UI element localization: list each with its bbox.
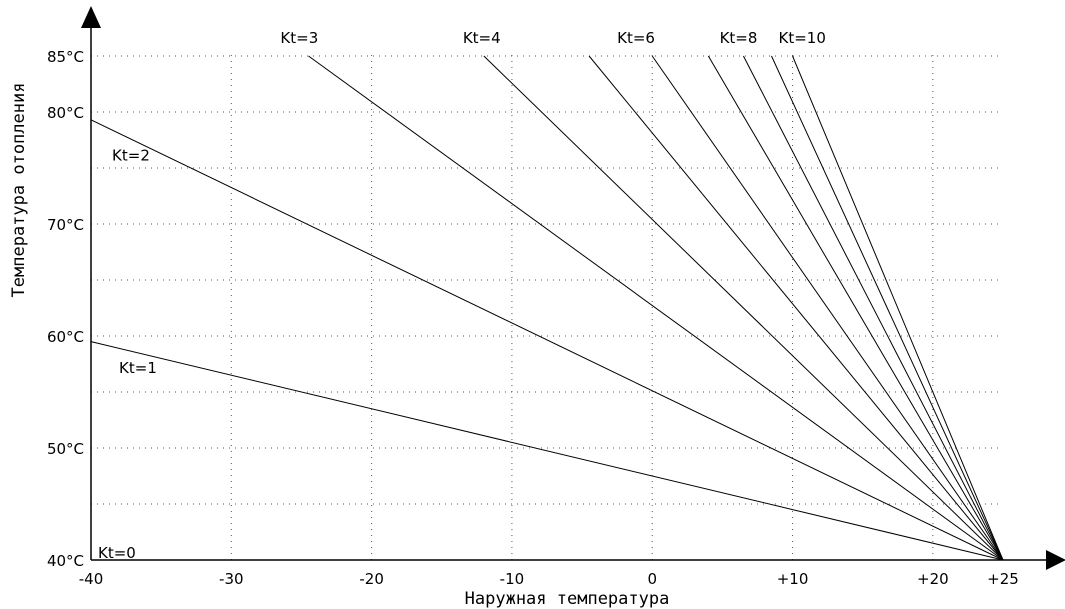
curve-label: Kt=1: [119, 359, 157, 377]
curve-line: [308, 55, 1004, 561]
y-tick-label: 50°C: [47, 440, 84, 458]
curve-line: [90, 341, 1004, 561]
axes: [81, 6, 1065, 570]
x-tick-label: +10: [777, 570, 809, 588]
curve-line: [483, 55, 1004, 561]
curve-line: [588, 55, 1004, 561]
curve-label: Kt=2: [112, 146, 150, 164]
curve-line: [651, 55, 1004, 561]
curve-label: Kt=10: [779, 29, 826, 47]
x-tick-label: 0: [647, 570, 657, 588]
y-tick-label: 85°C: [47, 48, 84, 66]
curve-label: Kt=4: [463, 29, 501, 47]
x-axis-arrow-icon: [1046, 550, 1065, 570]
curve-line: [792, 55, 1004, 561]
curve-line: [707, 55, 1004, 561]
y-axis-title: Температура отопления: [9, 83, 29, 298]
y-axis-arrow-icon: [81, 6, 101, 28]
x-tick-label: -20: [359, 570, 384, 588]
x-tick-label: +20: [917, 570, 949, 588]
y-tick-labels: 40°C 50°C 60°C 70°C 80°C 85°C: [47, 48, 84, 570]
grid: [91, 54, 1003, 560]
y-tick-label: 70°C: [47, 216, 84, 234]
curve-label: Kt=3: [280, 29, 318, 47]
curve-line: [90, 119, 1004, 561]
x-tick-labels: -40 -30 -20 -10 0 +10 +20 +25: [79, 570, 1019, 588]
y-tick-label: 40°C: [47, 552, 84, 570]
x-tick-label: +25: [987, 570, 1019, 588]
curve-label: Kt=8: [720, 29, 758, 47]
x-tick-label: -40: [79, 570, 104, 588]
curves: [90, 55, 1004, 561]
curve-label: Kt=6: [617, 29, 655, 47]
curve-line: [742, 55, 1004, 561]
y-tick-label: 60°C: [47, 328, 84, 346]
x-tick-label: -10: [500, 570, 525, 588]
curve-labels: Kt=0 Kt=1 Kt=2 Kt=3 Kt=4 Kt=6 Kt=8 Kt=10: [98, 29, 826, 562]
x-tick-label: -30: [219, 570, 244, 588]
curve-line: [771, 55, 1004, 561]
curve-label: Kt=0: [98, 544, 136, 562]
x-axis-title: Наружная температура: [465, 589, 670, 609]
y-tick-label: 80°C: [47, 104, 84, 122]
